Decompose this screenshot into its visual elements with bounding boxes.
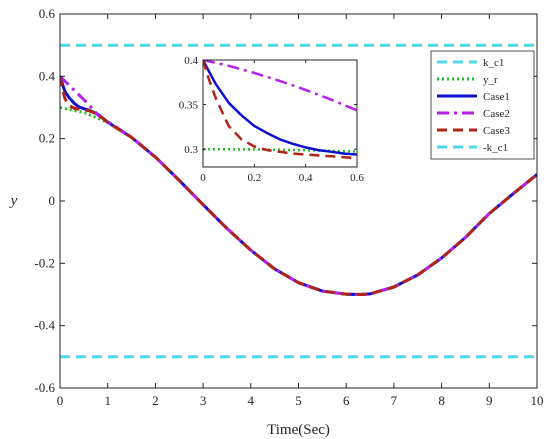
main-series-group [60, 43, 537, 359]
inset-series-yr-line [203, 147, 357, 153]
y-axis-label: y [9, 193, 18, 209]
x-axis-label: Time(Sec) [267, 422, 330, 438]
main-y-tick-label: -0.6 [34, 380, 55, 395]
legend-label-case3: Case3 [483, 125, 510, 137]
main-x-tick-label: 4 [248, 393, 255, 408]
main-y-tick-label: -0.4 [34, 318, 55, 333]
main-y-tick-label: 0.4 [39, 68, 56, 83]
inset-x-tick-label: 0.2 [247, 172, 261, 184]
inset-x-tick-label: 0 [200, 172, 206, 184]
main-y-tick-label: 0.6 [39, 6, 56, 21]
inset-x-tick-label: 0.6 [350, 172, 364, 184]
legend-label-case2: Case2 [483, 108, 510, 120]
inset-series-case2-line [203, 60, 357, 112]
main-y-tick-label: 0 [49, 193, 56, 208]
main-x-tick-label: 3 [200, 393, 207, 408]
main-x-tick-label: 10 [531, 393, 544, 408]
main-x-tick-label: 2 [152, 393, 159, 408]
main-x-tick-label: 8 [438, 393, 445, 408]
main-x-tick-label: 6 [343, 393, 350, 408]
inset-plot: 0 0.2 0.4 0.6 0.3 0.35 0.4 [179, 55, 365, 184]
inset-y-tick-label: 0.3 [184, 144, 198, 156]
legend-label-case1: Case1 [483, 91, 510, 103]
main-series-case3-line [60, 76, 537, 296]
inset-y-tick-label: 0.4 [184, 55, 198, 67]
main-x-tick-label: 0 [57, 393, 64, 408]
inset-x-tick-label: 0.4 [299, 172, 313, 184]
main-x-tick-label: 1 [104, 393, 111, 408]
inset-y-tick-label: 0.35 [179, 100, 199, 112]
legend-box [430, 50, 535, 160]
legend-label-yr: y_r [483, 74, 498, 86]
main-x-tick-label: 5 [295, 393, 302, 408]
inset-series-case3-line [203, 60, 357, 160]
main-x-tick-label: 9 [486, 393, 493, 408]
legend: k_c1 y_r Case1 Case2 Case3 -k_c1 [430, 50, 535, 160]
legend-label-kc1: k_c1 [483, 57, 504, 69]
main-x-tick-label: 7 [391, 393, 398, 408]
inset-axes-box [202, 59, 358, 168]
legend-label-neg_kc1: -k_c1 [483, 142, 508, 154]
main-y-tick-label: -0.2 [34, 255, 55, 270]
inset-series-group [203, 60, 357, 160]
inset-series-case1-line [203, 60, 357, 156]
main-y-tick-label: 0.2 [39, 131, 55, 146]
